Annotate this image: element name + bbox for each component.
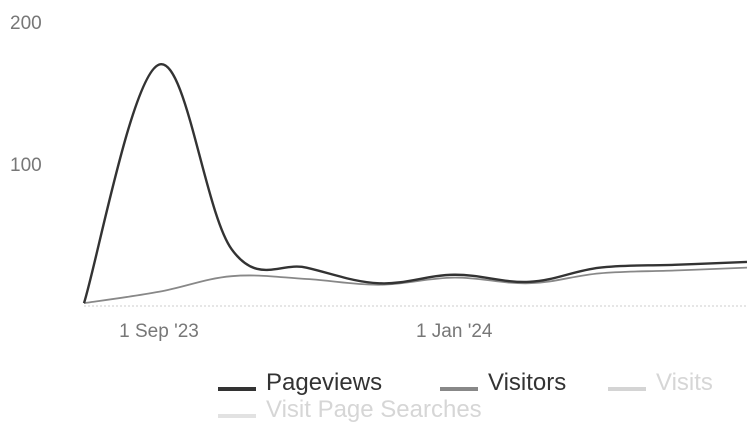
y-tick-label: 100 (10, 155, 42, 176)
legend-label-pageviews: Pageviews (266, 369, 382, 396)
legend-label-visit-page-searches: Visit Page Searches (266, 396, 482, 423)
legend-swatch-pageviews (218, 387, 256, 391)
x-tick-label: 1 Sep '23 (119, 321, 199, 342)
legend-label-visitors: Visitors (488, 369, 566, 396)
series-line-visitors (83, 266, 747, 305)
x-tick-label: 1 Jan '24 (416, 321, 493, 342)
legend-label-visits: Visits (656, 369, 713, 396)
y-axis-ticks: 200 100 (10, 13, 42, 176)
legend-swatch-visits (608, 387, 646, 391)
y-tick-label: 200 (10, 13, 42, 34)
series-line-pageviews (82, 63, 747, 304)
x-axis-ticks: 1 Sep '23 1 Jan '24 (119, 321, 493, 342)
legend: Pageviews Visitors Visits Visit Page Search… (218, 369, 713, 423)
legend-swatch-visit-page-searches (218, 414, 256, 418)
legend-swatch-visitors (440, 387, 478, 391)
series-lines (82, 63, 747, 305)
